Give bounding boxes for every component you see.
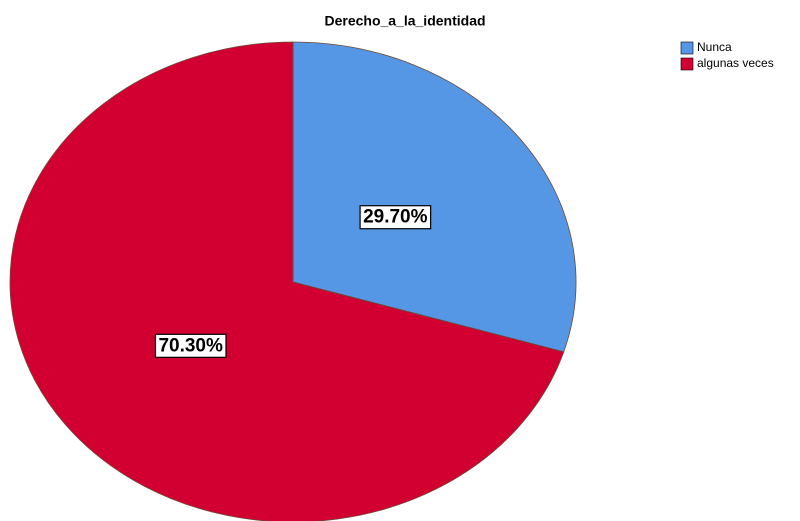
legend-swatch xyxy=(680,41,694,55)
legend-text: Nunca xyxy=(697,40,732,54)
legend-swatch xyxy=(680,57,694,71)
value-label: 29.70% xyxy=(363,207,428,228)
value-label-box xyxy=(154,333,227,358)
pie-slice xyxy=(9,41,565,521)
value-label-box xyxy=(359,205,432,230)
legend-text: algunas veces xyxy=(697,56,774,70)
chart-title: Derecho_a_la_identidad xyxy=(324,13,485,29)
value-label: 70.30% xyxy=(158,335,223,356)
pie-slice xyxy=(292,41,577,353)
